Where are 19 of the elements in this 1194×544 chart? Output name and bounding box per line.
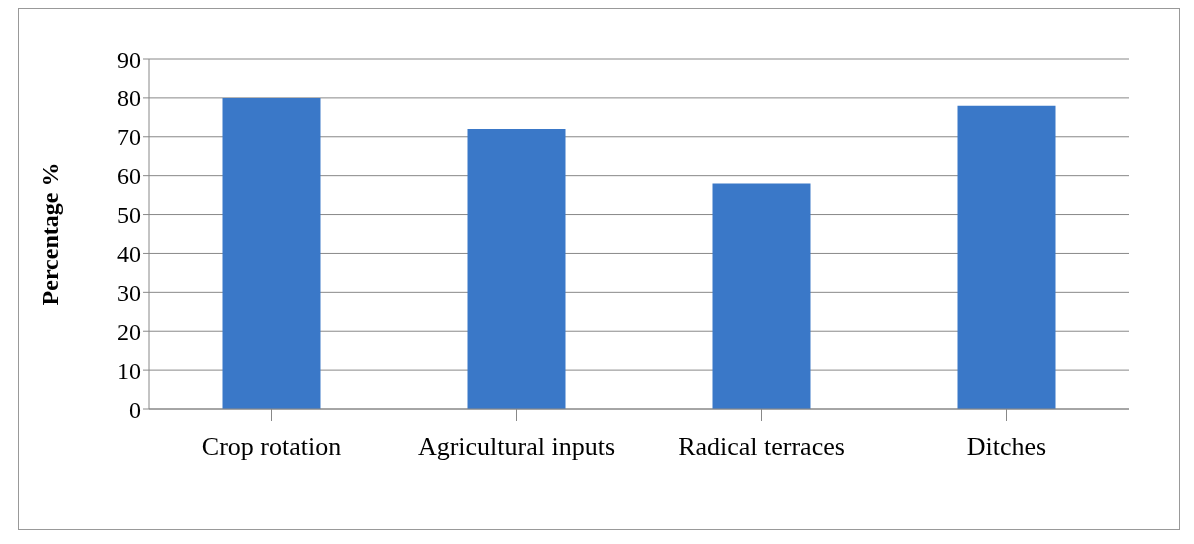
- x-tick-label: Radical terraces: [678, 432, 845, 462]
- y-tick-label: 90: [117, 46, 141, 73]
- y-tick-label: 20: [117, 318, 141, 345]
- x-tick-label: Crop rotation: [201, 432, 342, 462]
- y-tick-label: 30: [117, 279, 141, 306]
- bar: [467, 129, 566, 409]
- y-axis-title: Percentage %: [36, 162, 63, 306]
- y-tick-label: 80: [117, 85, 141, 112]
- bar: [222, 97, 321, 409]
- bar: [957, 105, 1056, 409]
- x-tick-label: Agricultural inputs: [417, 432, 616, 462]
- y-tick-label: 60: [117, 163, 141, 190]
- y-tick-label: 0: [129, 396, 141, 423]
- y-tick-label: 40: [117, 240, 141, 267]
- y-tick-label: 70: [117, 124, 141, 151]
- y-tick-label: 50: [117, 202, 141, 229]
- x-tick-label: Ditches: [966, 432, 1047, 462]
- bar: [712, 183, 811, 409]
- y-tick-label: 10: [117, 357, 141, 384]
